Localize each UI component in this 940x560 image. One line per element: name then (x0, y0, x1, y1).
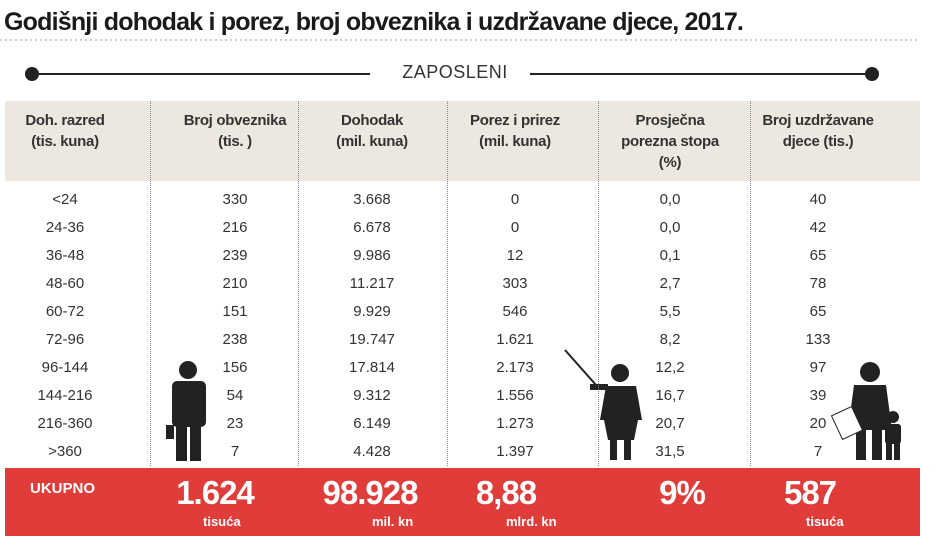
total-label: UKUPNO (30, 480, 96, 497)
header-band (5, 101, 920, 181)
table-cell: 19.747 (349, 331, 395, 348)
column-header: (%) (658, 154, 682, 171)
table-cell: 216-360 (37, 415, 93, 432)
table-cell: 42 (809, 219, 827, 236)
total-value: 98.928 (322, 474, 419, 511)
table-cell: 1.397 (496, 443, 534, 460)
table-cell: 1.556 (496, 387, 534, 404)
total-value: 8,88 (475, 474, 537, 511)
table-cell: 151 (222, 303, 248, 320)
table-cell: 48-60 (45, 275, 85, 292)
total-unit: tisuća (806, 514, 844, 529)
table-cell: 65 (809, 247, 827, 264)
total-value: 587 (783, 474, 837, 511)
column-header: porezna stopa (621, 133, 719, 150)
column-header: Broj obveznika (183, 112, 287, 129)
table-cell: 78 (809, 275, 827, 292)
table-cell: 20 (809, 415, 827, 432)
table-cell: 31,5 (655, 443, 685, 460)
table-cell: 0,1 (659, 247, 681, 264)
table-cell: 54 (226, 387, 244, 404)
table-cell: 0,0 (659, 191, 681, 208)
table-cell: 1.273 (496, 415, 534, 432)
table-cell: 4.428 (353, 443, 391, 460)
table-cell: 96-144 (41, 359, 89, 376)
table-cell: 216 (222, 219, 248, 236)
table-cell: 60-72 (45, 303, 85, 320)
column-divider (750, 101, 751, 466)
column-header: djece (tis.) (782, 133, 854, 150)
table-cell: 40 (809, 191, 827, 208)
table-cell: 0 (510, 219, 520, 236)
table-cell: >360 (48, 443, 82, 460)
table-cell: 23 (226, 415, 244, 432)
table-cell: 20,7 (655, 415, 685, 432)
table-cell: 330 (222, 191, 248, 208)
table-cell: 72-96 (45, 331, 85, 348)
table-cell: 6.149 (353, 415, 391, 432)
table-cell: 16,7 (655, 387, 685, 404)
table-cell: 303 (502, 275, 528, 292)
table-cell: 239 (222, 247, 248, 264)
total-unit: mil. kn (372, 514, 414, 529)
table-cell: 65 (809, 303, 827, 320)
table-cell: 546 (502, 303, 528, 320)
table-cell: 0,0 (659, 219, 681, 236)
table-cell: 12,2 (655, 359, 685, 376)
total-unit: tisuća (203, 514, 241, 529)
section-label: ZAPOSLENI (402, 62, 508, 82)
title: Godišnji dohodak i porez, broj obveznika… (4, 8, 744, 36)
table-cell: 133 (805, 331, 831, 348)
table-cell: 6.678 (353, 219, 391, 236)
table-cell: 97 (809, 359, 827, 376)
column-header: (mil. kuna) (336, 133, 408, 150)
column-header: (tis. ) (218, 133, 252, 150)
table-cell: 3.668 (353, 191, 391, 208)
total-value: 9% (659, 474, 706, 511)
table-cell: 9.986 (353, 247, 391, 264)
column-divider (598, 101, 599, 466)
table-cell: 156 (222, 359, 248, 376)
table-cell: 210 (222, 275, 248, 292)
table-cell: 7 (230, 443, 240, 460)
table-cell: 39 (809, 387, 827, 404)
table-cell: 144-216 (37, 387, 93, 404)
table-cell: 11.217 (349, 275, 395, 292)
table-cell: 2,7 (659, 275, 681, 292)
table-cell: 17.814 (349, 359, 395, 376)
table-cell: 36-48 (45, 247, 85, 264)
column-header: Dohodak (340, 112, 404, 129)
total-unit: mlrd. kn (506, 514, 557, 529)
column-header: (mil. kuna) (479, 133, 551, 150)
table-cell: 9.929 (353, 303, 391, 320)
table-cell: 12 (506, 247, 524, 264)
total-value: 1.624 (176, 474, 255, 511)
column-header: Doh. razred (25, 112, 105, 129)
column-divider (447, 101, 448, 466)
column-divider (298, 101, 299, 466)
table-cell: 0 (510, 191, 520, 208)
column-header: Porez i prirez (470, 112, 560, 129)
table-cell: 2.173 (496, 359, 534, 376)
table-cell: 7 (813, 443, 823, 460)
total-band (5, 468, 920, 536)
table-cell: <24 (52, 191, 78, 208)
column-header: Prosječna (635, 112, 705, 129)
table-cell: 24-36 (45, 219, 85, 236)
column-header: (tis. kuna) (31, 133, 99, 150)
table-cell: 1.621 (496, 331, 534, 348)
table-cell: 5,5 (659, 303, 681, 320)
column-divider (150, 101, 151, 466)
table-cell: 8,2 (659, 331, 681, 348)
column-header: Broj uzdržavane (762, 112, 874, 129)
table-cell: 9.312 (353, 387, 391, 404)
table-cell: 238 (222, 331, 248, 348)
